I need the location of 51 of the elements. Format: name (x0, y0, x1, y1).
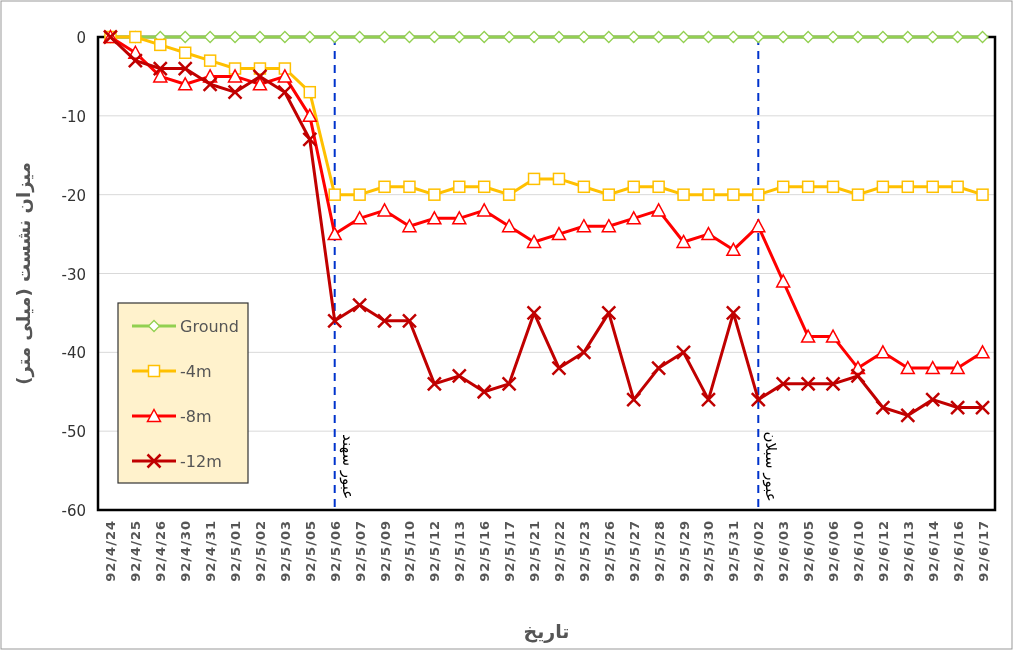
x-tick-label: 92/5/27 (626, 520, 642, 582)
x-tick-label: 92/5/01 (228, 520, 244, 582)
legend-label: Ground (180, 317, 239, 336)
x-tick-label: 92/5/09 (377, 520, 393, 582)
x-tick-label: 92/6/02 (751, 520, 767, 582)
x-tick-label: 92/6/10 (850, 520, 866, 582)
x-tick-label: 92/5/03 (277, 520, 293, 582)
y-tick-label: -60 (61, 502, 86, 520)
x-tick-label: 92/5/02 (252, 520, 268, 582)
x-tick-label: 92/5/26 (601, 520, 617, 582)
x-tick-label: 92/6/12 (875, 520, 891, 582)
x-tick-label: 92/6/06 (826, 520, 842, 582)
x-tick-label: 92/6/14 (925, 520, 941, 582)
x-axis-title: تاریخ (523, 620, 570, 643)
x-tick-label: 92/5/21 (527, 520, 543, 582)
y-tick-label: -50 (61, 423, 86, 442)
y-axis-title: میزان نشست (میلی متر) (13, 162, 35, 385)
x-tick-label: 92/5/22 (551, 520, 567, 582)
x-tick-label: 92/5/16 (477, 520, 493, 582)
x-tick-label: 92/5/23 (576, 520, 592, 582)
y-tick-label: -20 (61, 186, 86, 205)
ref-line-label: عبور سبلان (762, 431, 781, 502)
x-tick-label: 92/5/31 (726, 520, 742, 582)
x-tick-label: 92/4/25 (128, 520, 144, 582)
x-tick-label: 92/5/12 (427, 520, 443, 582)
x-tick-label: 92/5/05 (302, 520, 318, 582)
x-tick-label: 92/4/31 (203, 520, 219, 582)
x-tick-label: 92/5/13 (452, 520, 468, 582)
x-tick-label: 92/5/06 (327, 520, 343, 582)
x-tick-label: 92/5/17 (502, 520, 518, 582)
x-tick-label: 92/5/10 (402, 520, 418, 582)
x-tick-label: 92/6/16 (950, 520, 966, 582)
y-tick-label: -40 (61, 344, 86, 363)
ref-line-label: عبور سهند (338, 434, 357, 500)
x-tick-label: 92/6/05 (801, 520, 817, 582)
y-tick-label: 0 (76, 29, 86, 47)
x-tick-label: 92/5/07 (352, 520, 368, 582)
legend-label: -12m (180, 452, 222, 471)
x-tick-label: 92/6/17 (975, 520, 991, 582)
x-tick-label: 92/4/30 (178, 520, 194, 582)
x-tick-label: 92/6/13 (900, 520, 916, 582)
x-tick-label: 92/5/28 (651, 520, 667, 582)
x-tick-label: 92/5/30 (701, 520, 717, 582)
legend-label: -4m (180, 362, 212, 381)
x-tick-label: 92/4/26 (153, 520, 169, 582)
y-tick-label: -10 (61, 107, 86, 126)
y-tick-label: -30 (61, 265, 86, 284)
x-tick-label: 92/6/03 (776, 520, 792, 582)
x-tick-label: 92/5/29 (676, 520, 692, 582)
x-tick-label: 92/4/24 (103, 520, 119, 582)
legend-label: -8m (180, 407, 212, 426)
